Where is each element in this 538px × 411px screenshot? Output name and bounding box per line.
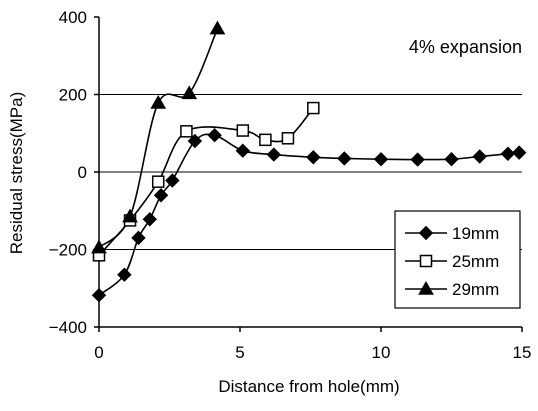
y-tick-label: 200 <box>59 86 87 105</box>
point-25mm <box>307 101 320 115</box>
point-29mm <box>150 95 167 109</box>
point-19mm <box>444 152 459 167</box>
legend-label-29mm: 29mm <box>452 280 499 299</box>
point-19mm <box>511 145 527 160</box>
y-tick-label: −200 <box>49 241 87 260</box>
point-29mm <box>122 208 138 223</box>
point-25mm <box>281 132 295 145</box>
point-19mm <box>373 152 389 167</box>
legend-marker-25mm <box>419 254 433 268</box>
x-tick-label: 5 <box>235 343 244 362</box>
point-19mm <box>131 230 146 246</box>
x-tick-label: 0 <box>94 343 103 362</box>
y-tick-label: 400 <box>59 8 87 27</box>
point-29mm <box>181 85 198 100</box>
point-19mm <box>142 212 157 227</box>
point-19mm <box>207 127 222 143</box>
legend-label-25mm: 25mm <box>452 252 499 271</box>
axes-layer: −400 −200 0 200 400 0 5 10 15 <box>49 8 532 362</box>
point-25mm <box>259 133 272 147</box>
series-line-29mm <box>98 28 219 249</box>
point-19mm <box>91 288 107 303</box>
point-25mm <box>236 124 250 137</box>
point-19mm <box>410 152 425 167</box>
x-tick-label: 10 <box>372 343 391 362</box>
point-19mm <box>266 147 282 162</box>
point-19mm <box>337 151 352 166</box>
y-tick-label: 0 <box>78 163 87 182</box>
x-tick-label: 15 <box>513 343 532 362</box>
legend-marker-19mm <box>418 225 434 241</box>
series-line-25mm <box>98 107 314 256</box>
point-19mm <box>306 150 321 165</box>
point-19mm <box>153 188 169 203</box>
legend: 19mm 25mm 29mm <box>394 210 521 309</box>
point-19mm <box>187 133 203 149</box>
annotation-text: 4% expansion <box>409 37 522 57</box>
point-29mm <box>209 20 226 35</box>
point-19mm <box>117 267 132 282</box>
point-19mm <box>500 146 516 161</box>
point-19mm <box>472 149 487 164</box>
y-axis-label: Residual stress(MPa) <box>7 92 26 255</box>
y-tick-label: −400 <box>49 318 87 337</box>
point-25mm <box>151 175 165 188</box>
point-29mm <box>91 239 107 254</box>
point-19mm <box>235 143 251 158</box>
point-25mm <box>180 125 193 138</box>
legend-label-19mm: 19mm <box>452 224 499 243</box>
x-axis-label: Distance from hole(mm) <box>218 377 399 396</box>
legend-box <box>394 210 521 309</box>
point-19mm <box>165 173 180 188</box>
series-layer <box>91 20 527 303</box>
legend-marker-29mm <box>418 280 434 295</box>
